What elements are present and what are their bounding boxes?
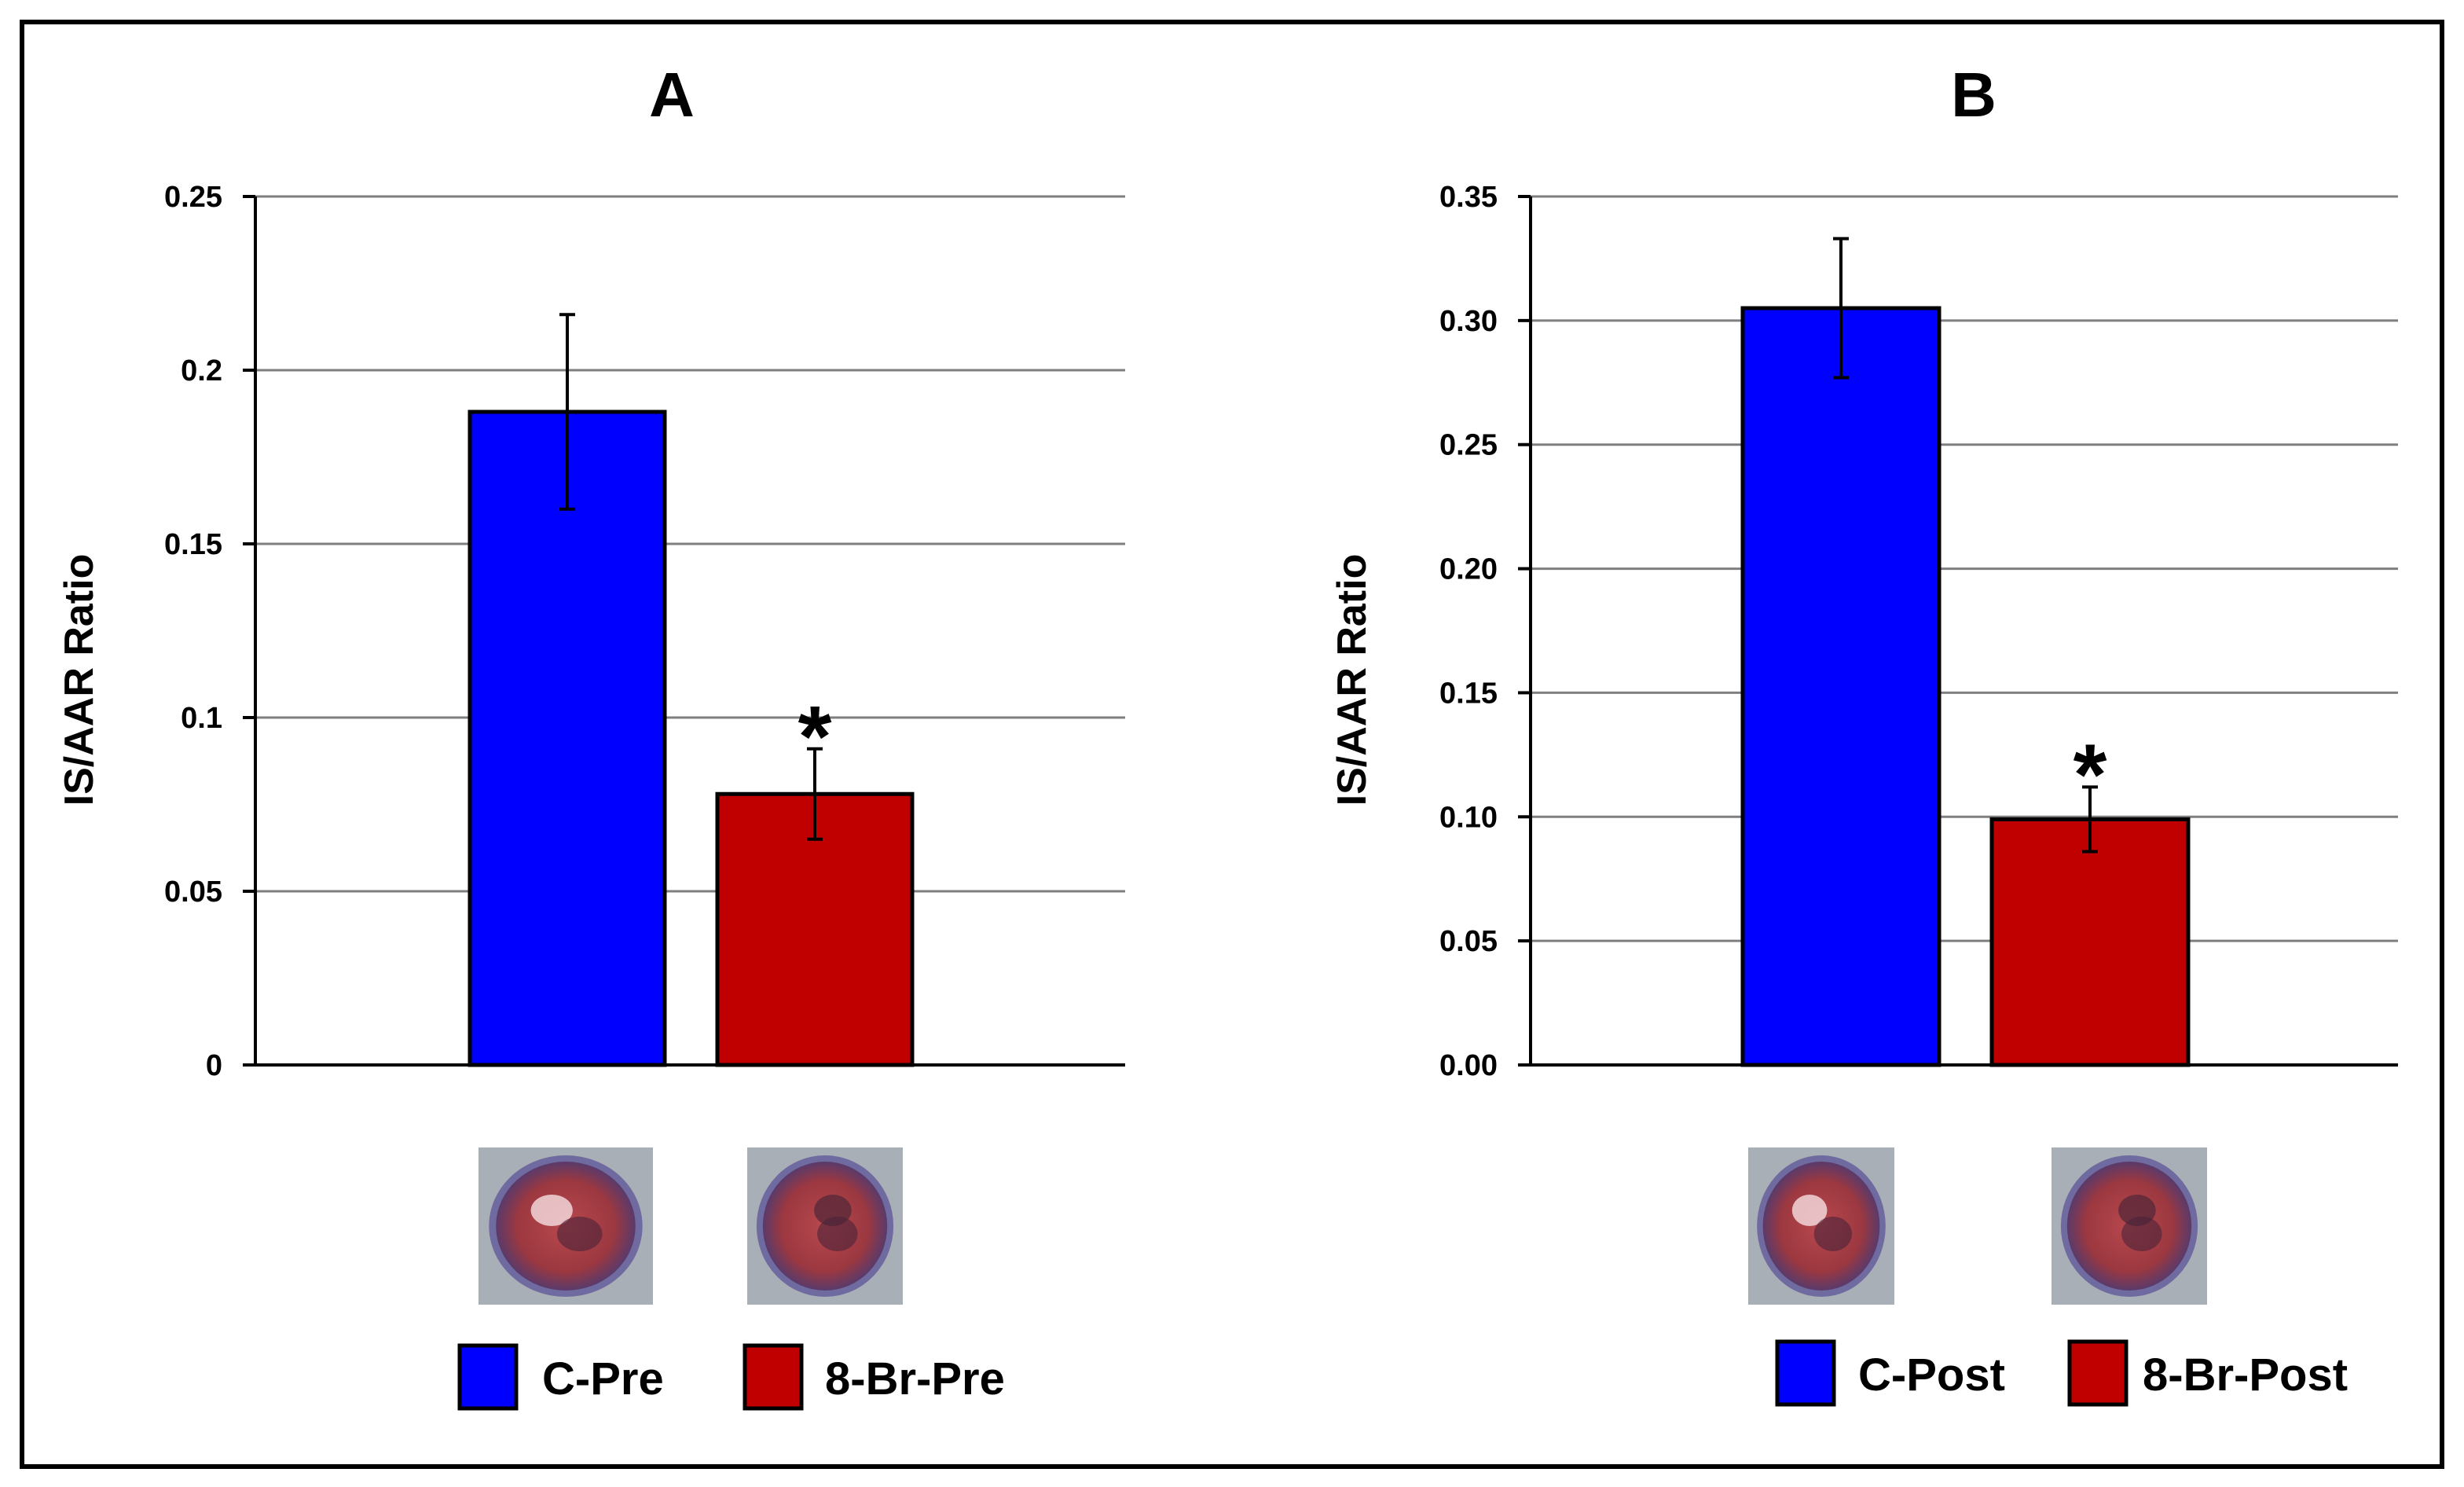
panel-b-y-axis-label: IS/AAR Ratio [1329, 554, 1375, 806]
y-tick-label: 0.10 [1439, 801, 1498, 834]
y-tick-label: 0.15 [1439, 677, 1498, 710]
legend-swatch [2067, 1339, 2128, 1407]
y-tick-label: 0.25 [1439, 429, 1498, 462]
panel-b-legend: C-Post 8-Br-Post [1775, 1339, 2348, 1407]
panel-a-heart-images [478, 1147, 903, 1305]
panel-b-y-ticks: 0.00 0.05 0.10 0.15 0.20 0.25 0.30 0.35 [1439, 181, 1531, 1082]
y-tick-label: 0.05 [164, 876, 222, 909]
panel-b-label: B [1951, 60, 1996, 130]
error-bar [807, 747, 823, 841]
y-tick-label: 0.05 [1439, 925, 1498, 958]
bar-c-post [1740, 306, 1942, 1067]
y-tick-label: 0 [206, 1049, 222, 1082]
heart-slice-image [2052, 1147, 2207, 1305]
y-tick-label: 0.1 [181, 702, 222, 735]
y-tick-label: 0.15 [164, 528, 222, 561]
legend-label: 8-Br-Pre [825, 1353, 1005, 1404]
legend-label: C-Post [1858, 1349, 2005, 1401]
y-tick-label: 0.00 [1439, 1049, 1498, 1082]
error-bar [2082, 785, 2098, 854]
panel-a-gridlines [255, 195, 1125, 893]
panel-b: B 0.00 0.05 0.10 0.15 0.20 0.25 0.30 0.35 IS/AA… [1329, 60, 2398, 1407]
heart-slice-image [478, 1147, 653, 1305]
significance-marker: * [2074, 726, 2107, 823]
legend-swatch [1775, 1339, 1836, 1407]
legend-swatch [457, 1343, 519, 1411]
bar-c-pre [468, 409, 667, 1067]
panel-a-label: A [649, 60, 695, 130]
legend-label: 8-Br-Post [2143, 1349, 2348, 1401]
legend-swatch [742, 1343, 804, 1411]
y-tick-label: 0.35 [1439, 181, 1498, 214]
y-tick-label: 0.2 [181, 354, 222, 387]
y-tick-label: 0.20 [1439, 553, 1498, 586]
error-bar [1833, 237, 1849, 380]
heart-slice-image [747, 1147, 903, 1305]
bar-8-br-post [1989, 817, 2191, 1067]
panel-a-y-ticks: 0 0.05 0.1 0.15 0.2 0.25 [164, 181, 255, 1082]
heart-slice-image [1748, 1147, 1894, 1305]
panel-a-bars: * [468, 313, 915, 1067]
panel-b-bars: * [1740, 237, 2191, 1067]
legend-label: C-Pre [542, 1353, 664, 1404]
error-bar [559, 313, 575, 511]
panel-b-gridlines [1531, 195, 2398, 942]
significance-marker: * [798, 688, 832, 785]
y-tick-label: 0.30 [1439, 305, 1498, 338]
y-tick-label: 0.25 [164, 181, 222, 214]
panel-b-heart-images [1748, 1147, 2207, 1305]
panel-a: A 0 0.05 0.1 0.15 0.2 0.25 IS/AAR Ratio * C-P… [57, 60, 1125, 1411]
figure-frame [20, 20, 2444, 1469]
panel-a-legend: C-Pre 8-Br-Pre [457, 1343, 1005, 1411]
panel-a-y-axis-label: IS/AAR Ratio [57, 554, 102, 806]
